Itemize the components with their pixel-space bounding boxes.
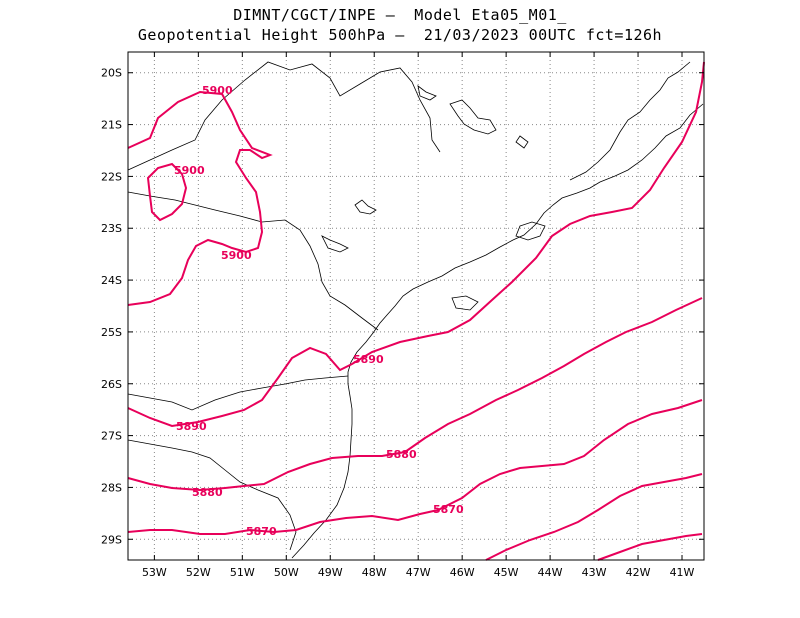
contour-5870-a: [127, 399, 703, 535]
contour-label: 5870: [433, 503, 464, 516]
x-tick-label: 46W: [450, 566, 475, 579]
y-tick-label: 24S: [101, 274, 122, 287]
y-tick-label: 21S: [101, 119, 122, 132]
contour-label: 5900: [221, 249, 252, 262]
contour-label: 5870: [246, 525, 277, 538]
coast-bay: [515, 221, 546, 241]
height-contours: [127, 61, 705, 561]
x-tick-label: 52W: [186, 566, 211, 579]
contour-label: 5880: [192, 486, 223, 499]
y-tick-label: 25S: [101, 326, 122, 339]
river-1: [449, 99, 497, 135]
chart-title-line2: Geopotential Height 500hPa – 21/03/2023 …: [137, 26, 663, 44]
x-tick-label: 47W: [406, 566, 431, 579]
contour-label: 5880: [386, 448, 417, 461]
y-tick-label: 28S: [101, 481, 122, 494]
contour-label: 5900: [202, 84, 233, 97]
contour-5890: [127, 61, 705, 428]
river-2: [354, 199, 377, 215]
coast-bay-2: [451, 295, 479, 311]
state-border-4: [127, 439, 297, 551]
x-tick-label: 42W: [626, 566, 651, 579]
axis-ticks: 53W 52W 51W 50W 49W 48W 47W 46W 45W 44W 43W 42W 41W 2…: [101, 52, 704, 579]
lake-1: [417, 85, 437, 101]
contour-label: 5890: [353, 353, 384, 366]
coast-line: [291, 103, 704, 559]
contour-5900-b: [146, 162, 188, 222]
state-border-3: [127, 375, 349, 411]
coastline: [127, 61, 704, 559]
x-tick-label: 45W: [494, 566, 519, 579]
x-tick-label: 51W: [230, 566, 255, 579]
y-tick-label: 20S: [101, 67, 122, 80]
x-tick-label: 43W: [582, 566, 607, 579]
lake-2: [515, 135, 529, 149]
chart-title-line1: DIMNT/CGCT/INPE – Model Eta05_M01_: [233, 6, 567, 24]
plot-frame: [127, 51, 705, 561]
state-border-5: [569, 61, 691, 181]
x-tick-label: 49W: [318, 566, 343, 579]
x-tick-label: 50W: [274, 566, 299, 579]
contour-5900-a: [127, 90, 273, 306]
river-3: [321, 235, 349, 253]
contour-label: 5890: [176, 420, 207, 433]
x-tick-label: 44W: [538, 566, 563, 579]
contour-label: 5900: [174, 164, 205, 177]
y-tick-label: 27S: [101, 430, 122, 443]
contour-5870-c: [597, 533, 703, 561]
x-tick-label: 53W: [142, 566, 167, 579]
contour-5880: [127, 297, 703, 492]
y-tick-label: 29S: [101, 533, 122, 546]
y-tick-label: 22S: [101, 170, 122, 183]
x-tick-label: 48W: [362, 566, 387, 579]
x-tick-label: 41W: [670, 566, 695, 579]
state-border-2: [127, 191, 379, 331]
state-border-1: [127, 61, 441, 171]
y-tick-label: 26S: [101, 378, 122, 391]
contour-labels: 5900 5900 5900 5890 5890 5880 5880 5870 …: [174, 84, 464, 538]
contour-5870-b: [485, 473, 703, 561]
gridlines: [128, 52, 704, 560]
y-tick-label: 23S: [101, 222, 122, 235]
